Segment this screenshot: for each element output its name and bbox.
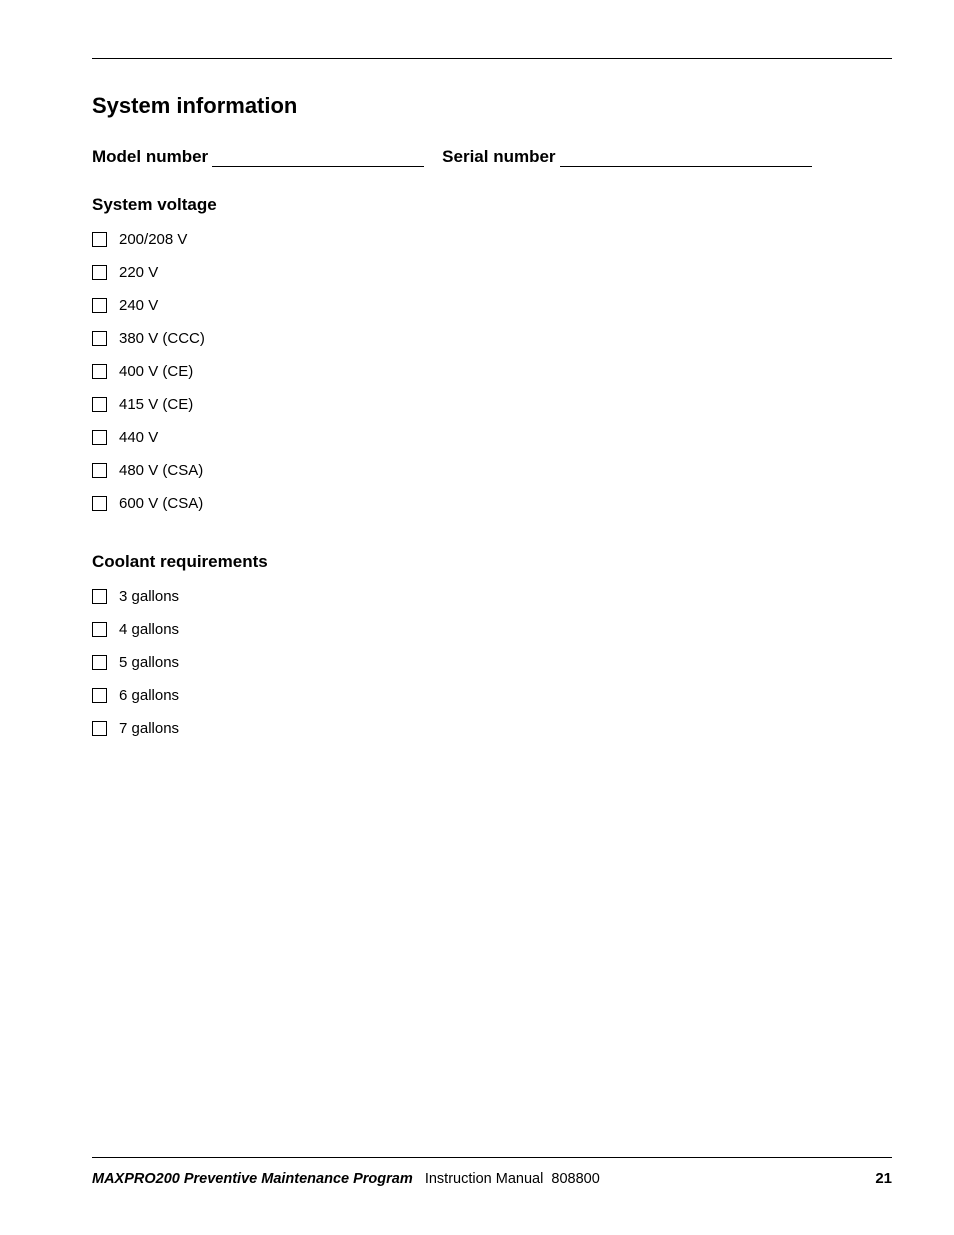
voltage-checklist: 200/208 V 220 V 240 V 380 V (CCC) 400 V (CE)… xyxy=(92,231,892,512)
voltage-item: 200/208 V xyxy=(92,231,892,248)
page-number: 21 xyxy=(875,1170,892,1187)
footer-rule xyxy=(92,1157,892,1158)
coolant-item: 7 gallons xyxy=(92,720,892,737)
footer-left: MAXPRO200 Preventive Maintenance Program… xyxy=(92,1171,600,1187)
coolant-checkbox[interactable] xyxy=(92,622,107,637)
voltage-checkbox[interactable] xyxy=(92,463,107,478)
serial-number-line[interactable] xyxy=(560,149,812,167)
coolant-heading: Coolant requirements xyxy=(92,552,892,572)
voltage-label: 600 V (CSA) xyxy=(119,495,203,512)
coolant-item: 4 gallons xyxy=(92,621,892,638)
voltage-checkbox[interactable] xyxy=(92,265,107,280)
field-row: Model number Serial number xyxy=(92,147,892,167)
footer-line: MAXPRO200 Preventive Maintenance Program… xyxy=(92,1170,892,1187)
voltage-checkbox[interactable] xyxy=(92,397,107,412)
footer-product: MAXPRO200 Preventive Maintenance Program xyxy=(92,1171,413,1187)
voltage-checkbox[interactable] xyxy=(92,232,107,247)
voltage-label: 240 V xyxy=(119,297,158,314)
serial-number-label: Serial number xyxy=(442,147,559,167)
voltage-label: 200/208 V xyxy=(119,231,187,248)
voltage-label: 440 V xyxy=(119,429,158,446)
serial-number-group: Serial number xyxy=(442,147,811,167)
section-title: System information xyxy=(92,93,892,119)
coolant-checkbox[interactable] xyxy=(92,589,107,604)
section-gap xyxy=(92,528,892,546)
voltage-item: 440 V xyxy=(92,429,892,446)
voltage-label: 415 V (CE) xyxy=(119,396,193,413)
model-number-group: Model number xyxy=(92,147,424,167)
voltage-checkbox[interactable] xyxy=(92,430,107,445)
voltage-item: 380 V (CCC) xyxy=(92,330,892,347)
coolant-label: 6 gallons xyxy=(119,687,179,704)
coolant-checkbox[interactable] xyxy=(92,721,107,736)
voltage-checkbox[interactable] xyxy=(92,496,107,511)
coolant-checklist: 3 gallons 4 gallons 5 gallons 6 gallons 7 ga… xyxy=(92,588,892,737)
voltage-checkbox[interactable] xyxy=(92,298,107,313)
top-rule xyxy=(92,58,892,59)
voltage-label: 400 V (CE) xyxy=(119,363,193,380)
coolant-label: 5 gallons xyxy=(119,654,179,671)
voltage-label: 380 V (CCC) xyxy=(119,330,205,347)
voltage-item: 240 V xyxy=(92,297,892,314)
voltage-label: 220 V xyxy=(119,264,158,281)
coolant-item: 6 gallons xyxy=(92,687,892,704)
coolant-item: 5 gallons xyxy=(92,654,892,671)
coolant-item: 3 gallons xyxy=(92,588,892,605)
voltage-item: 480 V (CSA) xyxy=(92,462,892,479)
model-number-label: Model number xyxy=(92,147,212,167)
voltage-label: 480 V (CSA) xyxy=(119,462,203,479)
model-number-line[interactable] xyxy=(212,149,424,167)
coolant-label: 4 gallons xyxy=(119,621,179,638)
voltage-item: 220 V xyxy=(92,264,892,281)
voltage-checkbox[interactable] xyxy=(92,364,107,379)
voltage-heading: System voltage xyxy=(92,195,892,215)
page-footer: MAXPRO200 Preventive Maintenance Program… xyxy=(92,1157,892,1187)
voltage-item: 415 V (CE) xyxy=(92,396,892,413)
coolant-label: 7 gallons xyxy=(119,720,179,737)
voltage-item: 400 V (CE) xyxy=(92,363,892,380)
coolant-label: 3 gallons xyxy=(119,588,179,605)
coolant-checkbox[interactable] xyxy=(92,688,107,703)
voltage-item: 600 V (CSA) xyxy=(92,495,892,512)
coolant-checkbox[interactable] xyxy=(92,655,107,670)
footer-doc: Instruction Manual 808800 xyxy=(417,1171,600,1187)
voltage-checkbox[interactable] xyxy=(92,331,107,346)
